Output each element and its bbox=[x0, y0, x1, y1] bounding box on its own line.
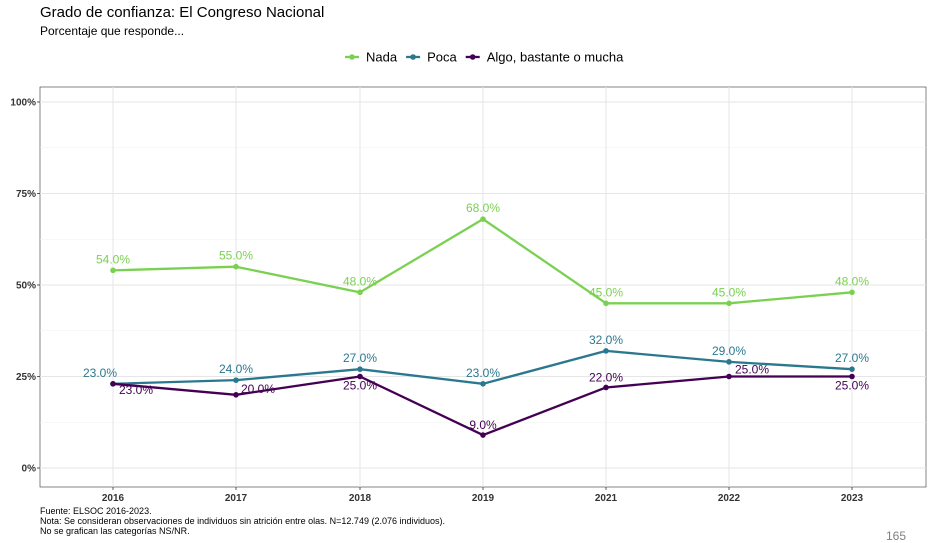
y-tick-label: 100% bbox=[10, 98, 36, 109]
data-label: 24.0% bbox=[219, 362, 253, 376]
data-point bbox=[480, 216, 486, 222]
data-label: 22.0% bbox=[589, 370, 623, 384]
data-point bbox=[603, 384, 609, 391]
data-point bbox=[110, 381, 116, 387]
data-label: 27.0% bbox=[343, 351, 377, 365]
data-label: 25.0% bbox=[835, 379, 869, 393]
data-labels: 54.0% 55.0% 48.0% 68.0% 45.0% 45.0% 48.0% 23.0%… bbox=[83, 201, 869, 432]
legend-key-point bbox=[410, 54, 416, 60]
caption-note: Nota: Se consideran observaciones de ind… bbox=[40, 516, 445, 526]
caption-source: Fuente: ELSOC 2016-2023. bbox=[40, 506, 152, 516]
data-label: 54.0% bbox=[96, 252, 130, 266]
data-point bbox=[726, 300, 732, 307]
legend-key-point bbox=[349, 54, 355, 60]
data-label: 55.0% bbox=[219, 249, 253, 263]
x-tick-label: 2017 bbox=[225, 493, 248, 504]
data-label: 29.0% bbox=[712, 344, 746, 358]
legend: Nada Poca Algo, bastante o mucha bbox=[345, 50, 624, 65]
data-label: 25.0% bbox=[343, 379, 377, 393]
data-point bbox=[233, 263, 239, 270]
data-point bbox=[849, 366, 855, 372]
data-point bbox=[726, 359, 732, 365]
caption-ns: No se grafican las categorías NS/NR. bbox=[40, 526, 190, 536]
legend-key-point bbox=[469, 54, 476, 60]
legend-label: Algo, bastante o mucha bbox=[487, 50, 624, 65]
data-label: 48.0% bbox=[835, 274, 869, 288]
data-point bbox=[110, 267, 116, 274]
data-point bbox=[849, 373, 855, 380]
data-point bbox=[726, 373, 732, 380]
data-label: 48.0% bbox=[343, 274, 377, 288]
data-point bbox=[480, 381, 486, 387]
data-point bbox=[357, 366, 363, 372]
chart-subtitle: Porcentaje que responde... bbox=[40, 24, 184, 38]
x-tick-label: 2023 bbox=[841, 493, 864, 504]
chart-title: Grado de confianza: El Congreso Nacional bbox=[40, 4, 324, 21]
data-label: 25.0% bbox=[735, 363, 769, 377]
data-label: 32.0% bbox=[589, 333, 623, 347]
data-label: 9.0% bbox=[469, 418, 497, 432]
data-point bbox=[357, 373, 363, 380]
y-tick-label: 0% bbox=[22, 464, 37, 475]
x-tick-label: 2019 bbox=[472, 493, 495, 504]
legend-label: Poca bbox=[427, 50, 457, 65]
data-point bbox=[849, 289, 855, 296]
data-point bbox=[233, 377, 239, 383]
data-label: 23.0% bbox=[83, 366, 117, 380]
y-tick-label: 50% bbox=[16, 281, 36, 292]
x-tick-label: 2022 bbox=[718, 493, 741, 504]
x-tick-label: 2021 bbox=[595, 493, 618, 504]
series-group bbox=[110, 216, 855, 438]
data-point bbox=[603, 300, 609, 307]
data-label: 45.0% bbox=[589, 285, 623, 299]
data-label: 23.0% bbox=[119, 383, 153, 397]
data-label: 20.0% bbox=[241, 382, 275, 396]
data-label: 23.0% bbox=[466, 366, 500, 380]
data-point bbox=[603, 348, 609, 354]
data-label: 68.0% bbox=[466, 201, 500, 215]
y-tick-label: 75% bbox=[16, 189, 36, 200]
data-point bbox=[357, 289, 363, 296]
y-tick-label: 25% bbox=[16, 372, 36, 383]
data-label: 45.0% bbox=[712, 285, 746, 299]
page-number: 165 bbox=[886, 529, 906, 543]
data-point bbox=[233, 392, 239, 398]
data-point bbox=[480, 432, 486, 438]
data-label: 27.0% bbox=[835, 351, 869, 365]
x-tick-label: 2018 bbox=[349, 493, 372, 504]
x-tick-label: 2016 bbox=[102, 493, 125, 504]
x-axis: 2016 2017 2018 2019 2021 2022 2023 bbox=[102, 487, 864, 504]
y-axis: 0% 25% 50% 75% 100% bbox=[10, 98, 40, 475]
legend-label: Nada bbox=[366, 50, 398, 65]
